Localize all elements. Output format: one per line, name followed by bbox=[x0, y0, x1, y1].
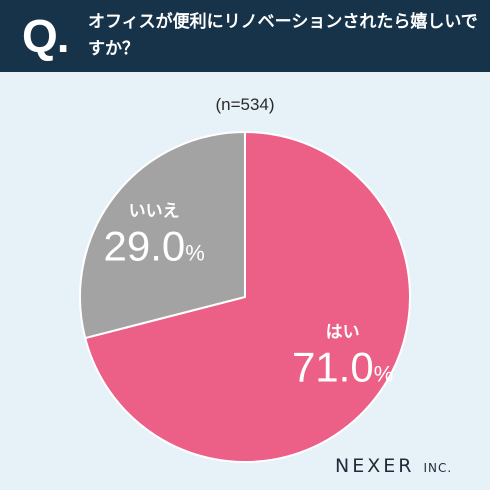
sample-size-label: (n=534) bbox=[215, 95, 275, 114]
pie-slice-1 bbox=[79, 130, 246, 340]
brand-suffix: INC. bbox=[423, 461, 453, 475]
slice-value-label-0: 71.0% bbox=[292, 344, 393, 391]
q-mark: Q. bbox=[22, 10, 70, 62]
slice-category-label-1: いいえ bbox=[129, 201, 180, 221]
pie-slice-0 bbox=[83, 130, 411, 463]
question-header: Q. オフィスが便利にリノベーションされたら嬉しいですか？ bbox=[0, 0, 490, 72]
brand-logo: NEXER INC. bbox=[335, 455, 452, 477]
question-text: オフィスが便利にリノベーションされたら嬉しいですか？ bbox=[88, 12, 478, 59]
brand-name: NEXER bbox=[335, 455, 415, 477]
slice-category-label-0: はい bbox=[326, 323, 360, 343]
slice-value-label-1: 29.0% bbox=[104, 222, 205, 269]
